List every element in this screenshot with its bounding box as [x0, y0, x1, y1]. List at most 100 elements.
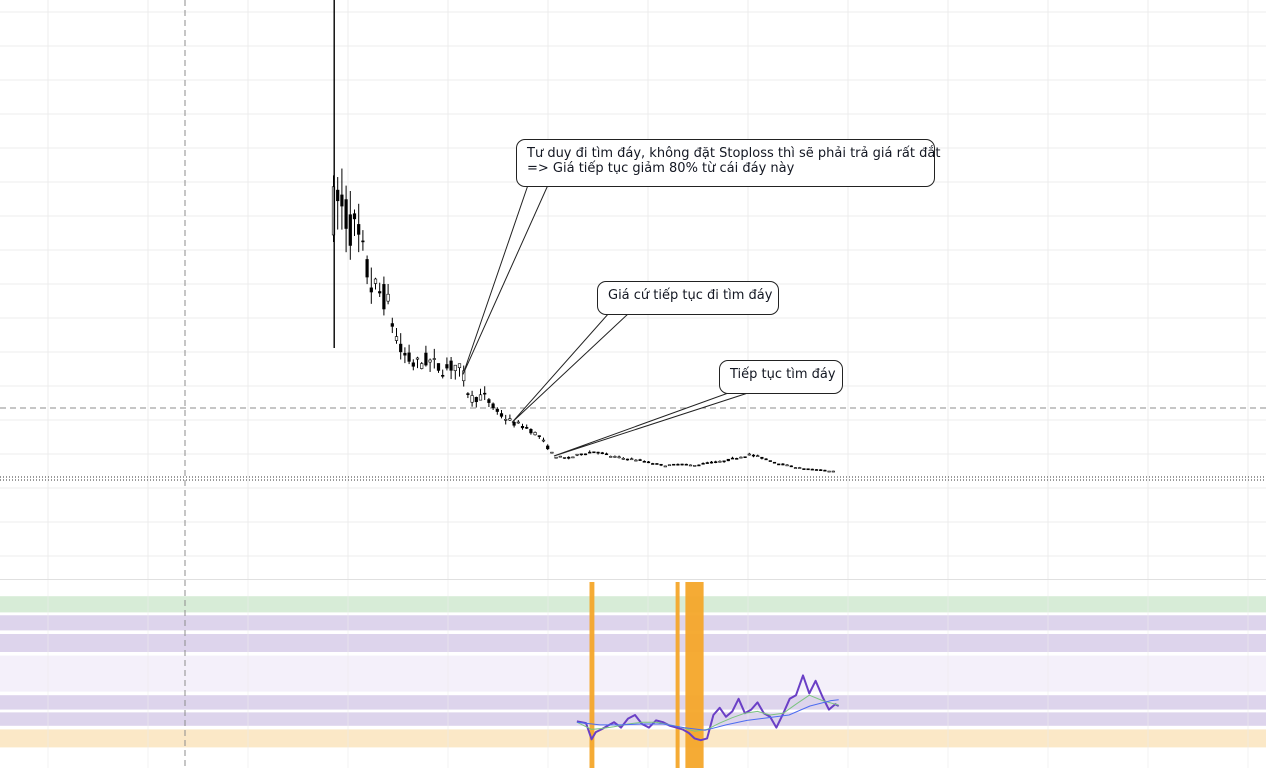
candle-body	[688, 464, 693, 467]
candle-body	[785, 464, 789, 467]
candle-body	[457, 363, 462, 368]
candle-body	[663, 465, 667, 468]
candle-body	[638, 459, 642, 461]
candle-body	[533, 432, 537, 436]
candle-body	[369, 287, 373, 293]
callout-pointer	[511, 312, 631, 423]
candle-body	[634, 459, 638, 462]
indicator-band	[0, 729, 1266, 748]
candle-body	[474, 397, 478, 403]
candle-body	[751, 454, 756, 457]
callout-pointer	[462, 184, 549, 375]
candle-body	[357, 224, 361, 235]
candle-body	[361, 240, 365, 243]
candle-body	[558, 455, 562, 458]
candle-body	[831, 470, 835, 473]
candle-body	[365, 259, 369, 278]
candle-body	[378, 291, 382, 294]
candle-body	[747, 453, 751, 456]
candle-body	[592, 451, 596, 454]
candle-body	[697, 464, 701, 467]
candle-body	[546, 445, 550, 450]
candle-body	[781, 463, 785, 466]
candle-body	[718, 460, 722, 463]
candle-body	[722, 460, 726, 463]
candle-body	[726, 458, 730, 462]
candle-body	[613, 456, 617, 458]
indicator-band	[0, 596, 1266, 613]
highlight-zone	[589, 582, 595, 768]
candle-body	[348, 214, 352, 246]
candle-body	[537, 435, 541, 437]
candle-body	[760, 456, 764, 459]
annotation-callout: Tư duy đi tìm đáy, không đặt Stoploss th…	[516, 139, 940, 187]
candle-body	[814, 469, 819, 471]
candle-body	[520, 425, 525, 429]
candle-body	[600, 452, 604, 454]
candle-body	[541, 439, 546, 442]
candle-body	[436, 363, 441, 371]
candle-body	[529, 429, 533, 434]
candle-body	[483, 392, 487, 395]
candle-body	[802, 468, 806, 470]
candle-body	[445, 364, 449, 369]
candle-body	[512, 421, 516, 426]
candle-body	[756, 455, 760, 458]
annotation-callout: Tiếp tục tìm đáy	[719, 360, 843, 394]
candle-body	[651, 463, 655, 465]
candle-body	[806, 468, 810, 471]
candle-body	[487, 399, 491, 403]
candle-body	[764, 458, 768, 461]
candle-body	[810, 468, 814, 471]
candle-body	[407, 352, 411, 362]
price-chart	[0, 0, 1266, 580]
candle-body	[373, 278, 378, 284]
candle-body	[382, 284, 386, 310]
candle-body	[550, 451, 554, 454]
candle-body	[705, 462, 709, 464]
candle-body	[714, 461, 718, 463]
candle-body	[642, 460, 646, 463]
indicator-band	[0, 634, 1266, 652]
candle-body	[390, 323, 394, 327]
candle-body	[621, 458, 625, 460]
candle-body	[743, 456, 747, 459]
candle-body	[655, 463, 659, 465]
candle-body	[453, 364, 457, 371]
candle-body	[789, 465, 793, 468]
callout-pointer	[553, 391, 752, 457]
candle-body	[617, 456, 621, 459]
candle-body	[415, 357, 420, 360]
candle-body	[424, 352, 428, 366]
candle-body	[478, 394, 483, 401]
candle-body	[411, 362, 415, 367]
candle-body	[571, 456, 575, 459]
candle-body	[579, 453, 583, 456]
series-line-main	[576, 674, 840, 742]
candle-body	[609, 456, 613, 458]
candle-body	[386, 293, 390, 302]
candle-body	[701, 462, 705, 465]
candle-body	[432, 358, 436, 360]
highlight-zone	[685, 582, 704, 768]
candle-body	[575, 453, 579, 456]
highlight-zone	[675, 582, 680, 768]
candle-body	[420, 363, 424, 369]
candle-body	[646, 461, 651, 464]
series-line-slow_ma	[576, 699, 839, 731]
candle-body	[630, 458, 634, 461]
candle-body	[588, 451, 592, 454]
candle-body	[768, 460, 772, 462]
indicator-band	[0, 695, 1266, 710]
candle-body	[798, 467, 802, 469]
candle-body	[625, 458, 630, 461]
indicator-band	[0, 614, 1266, 631]
candle-body	[399, 343, 403, 353]
candle-body	[684, 463, 688, 466]
candle-body	[508, 418, 512, 421]
indicator-panel	[0, 580, 1266, 768]
candle-body	[352, 213, 357, 220]
candle-body	[336, 189, 340, 202]
candle-body	[449, 360, 453, 371]
